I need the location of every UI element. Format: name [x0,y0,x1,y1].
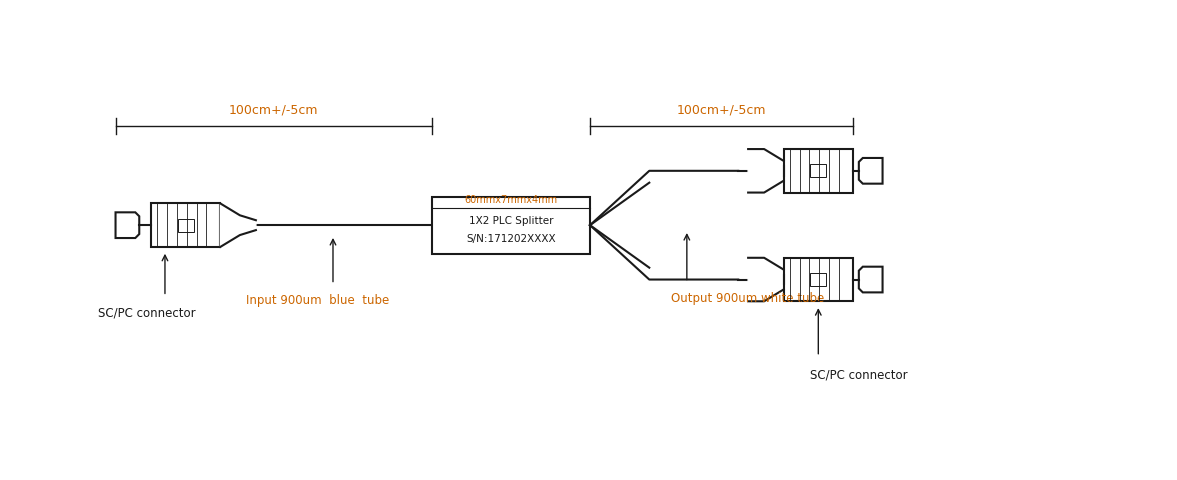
Text: Input 900um  blue  tube: Input 900um blue tube [246,294,390,307]
Bar [811,273,826,286]
Polygon shape [220,204,255,247]
Text: Output 900um white tube: Output 900um white tube [671,292,824,305]
Text: S/N:171202XXXX: S/N:171202XXXX [466,234,556,244]
Polygon shape [749,258,784,301]
Bar [432,196,590,254]
Bar [178,219,194,231]
Text: SC/PC connector: SC/PC connector [811,369,907,382]
Polygon shape [749,149,784,192]
Text: 100cm+/-5cm: 100cm+/-5cm [677,104,766,117]
Bar [784,258,853,301]
Text: 1X2 PLC Splitter: 1X2 PLC Splitter [468,216,553,226]
Bar [811,164,826,177]
Text: SC/PC connector: SC/PC connector [98,306,195,319]
Text: 100cm+/-5cm: 100cm+/-5cm [230,104,319,117]
Bar [151,204,220,247]
Bar [784,149,853,192]
Text: 60mmx7mmx4mm: 60mmx7mmx4mm [465,195,558,205]
